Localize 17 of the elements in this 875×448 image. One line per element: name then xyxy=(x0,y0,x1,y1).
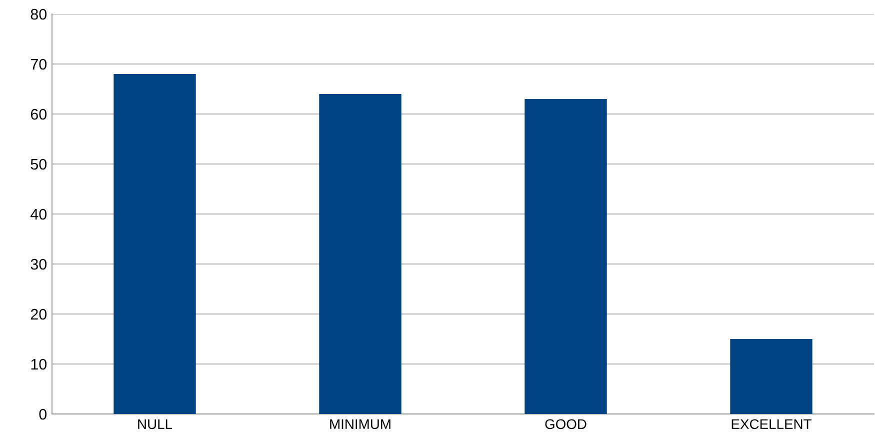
y-tick-label: 0 xyxy=(39,408,47,420)
bar xyxy=(114,74,196,414)
y-tick-label: 50 xyxy=(30,158,47,170)
x-tick-label: NULL xyxy=(138,419,172,430)
bar xyxy=(524,99,607,414)
bar xyxy=(730,339,812,414)
y-tick-label: 40 xyxy=(30,208,47,220)
y-tick-label: 30 xyxy=(30,258,47,270)
x-tick-label: GOOD xyxy=(545,419,586,430)
y-tick-label: 20 xyxy=(30,308,47,320)
y-tick-label: 60 xyxy=(30,108,47,120)
y-tick-label: 10 xyxy=(31,358,47,370)
x-tick-label: EXCELLENT xyxy=(732,419,812,430)
y-tick-label: 70 xyxy=(30,58,47,70)
y-tick-label: 80 xyxy=(30,8,47,20)
bar xyxy=(319,94,402,414)
x-tick-label: MINIMUM xyxy=(330,419,390,430)
